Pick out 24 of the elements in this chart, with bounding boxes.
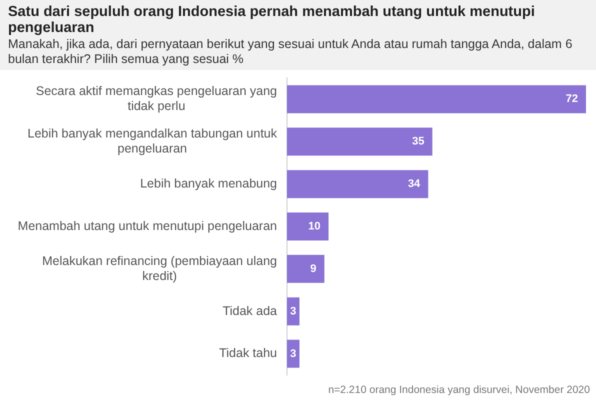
y-tick-label: Melakukan refinancing (pembiayaan ulang kredit) [42,254,278,283]
chart-title: Satu dari sepuluh orang Indonesia pernah menambah utang untuk menutupi pengeluaran [8,4,536,36]
y-tick-label: Secara aktif memangkas pengeluaran yang tidak perlu [36,84,278,114]
data-label: 3 [290,305,296,318]
bar [287,297,300,326]
data-label: 3 [290,348,296,360]
data-label: 72 [566,93,578,106]
bar [287,212,329,240]
bar [287,340,300,368]
y-tick-label: Lebih banyak menabung [140,176,278,191]
bar [287,170,428,198]
y-tick-label: Menambah utang untuk menutupi pengeluaran [18,218,278,233]
y-tick-label: Tidak tahu [219,346,278,360]
bar [287,254,324,283]
y-tick-label: Lebih banyak mengandalkan tabungan untuk pengeluaran [27,126,278,156]
chart-subtitle: Manakah, jika ada, dari pernyataan berikut yang sesuai untuk Anda atau rumah tangga Anda, dalam 6 bulan terakhir? Pilih semua yang sesuai % [8,37,574,67]
y-tick-label: Tidak ada [222,304,278,318]
data-label: 9 [310,262,316,275]
data-label: 35 [412,136,424,148]
bar [287,128,432,156]
data-label: 34 [408,178,422,190]
text: n=2.210 orang Indonesia yang disurvei, November 2020 [328,384,590,396]
bar [287,85,586,114]
data-label: 10 [308,220,321,233]
